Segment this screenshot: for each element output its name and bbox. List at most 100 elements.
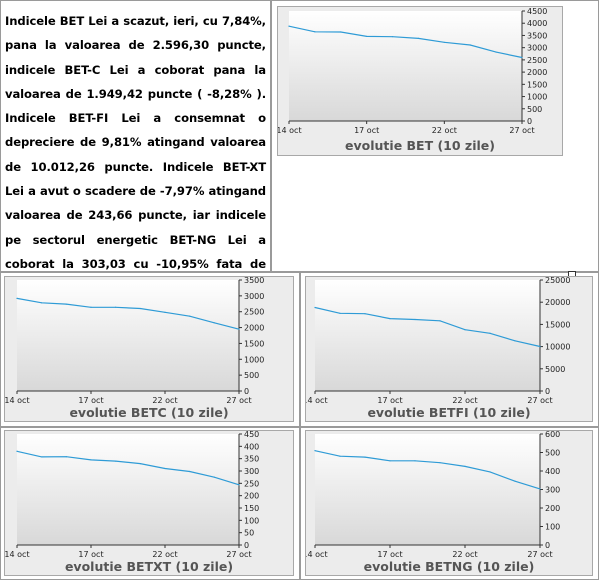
plot-area: [315, 280, 540, 391]
y-tick-label: 2500: [244, 308, 264, 317]
y-tick-label: 0: [545, 541, 550, 550]
y-tick-label: 3000: [244, 292, 264, 301]
y-tick-label: 600: [545, 431, 560, 439]
chart-betc-svg: 0 500 1000 1500 2000 2500 3000 3500 14 oct 17 oct…: [5, 277, 264, 405]
data-point: [213, 322, 215, 324]
x-tick-label: 17 oct: [377, 396, 402, 405]
data-point: [115, 460, 117, 462]
y-tick-label: 0: [545, 387, 550, 396]
chart-betfi: 0 5000 10000 15000 20000 25000 14 oct 17 oct 22 …: [305, 276, 593, 422]
data-point: [391, 36, 394, 38]
y-tick-label: 2500: [527, 56, 547, 65]
y-tick-label: 200: [545, 504, 560, 513]
chart-bet-svg: 0 500 1000 1500 2000 2500 3000 3500 4000 4500 14 o…: [278, 7, 547, 135]
data-point: [238, 328, 240, 330]
x-tick-label: 22 oct: [452, 550, 477, 559]
x-tick-label: 14 oct: [306, 550, 328, 559]
data-point: [417, 37, 420, 39]
x-tick-label: 14 oct: [5, 550, 30, 559]
series-line: [314, 306, 541, 348]
x-tick-label: 17 oct: [78, 396, 103, 405]
y-tick-label: 0: [527, 117, 532, 126]
data-point: [213, 476, 215, 478]
data-point: [90, 306, 92, 308]
x-tick-label: 22 oct: [152, 396, 177, 405]
y-tick-label: 100: [545, 523, 560, 532]
data-point: [189, 315, 191, 317]
data-point: [288, 25, 290, 27]
y-tick-label: 0: [244, 387, 249, 396]
y-tick-label: 15000: [545, 320, 570, 329]
data-point: [238, 484, 240, 486]
chart-betfi-title: evolutie BETFI (10 zile): [367, 405, 531, 420]
plot-area: [289, 11, 522, 121]
y-tick-label: 1500: [244, 339, 264, 348]
y-tick-label: 250: [244, 479, 259, 488]
data-point: [539, 488, 541, 490]
y-tick-label: 500: [545, 449, 560, 458]
data-point: [139, 463, 141, 465]
y-tick-label: 50: [244, 529, 254, 538]
data-point: [389, 318, 391, 320]
y-tick-label: 500: [244, 371, 259, 380]
data-point: [340, 31, 342, 33]
data-point: [389, 460, 391, 462]
x-tick-label: 17 oct: [354, 126, 379, 135]
plot-area: [17, 280, 239, 391]
x-tick-label: 14 oct: [306, 396, 328, 405]
y-tick-label: 300: [545, 486, 560, 495]
data-point: [464, 465, 466, 467]
y-tick-label: 350: [244, 455, 259, 464]
x-tick-label: 27 oct: [226, 550, 251, 559]
y-tick-label: 500: [527, 105, 542, 114]
y-tick-label: 100: [244, 516, 259, 525]
y-tick-label: 3000: [527, 44, 547, 53]
chart-betxt-svg: 0 50 100 150 200 250 300 350 400 450 14 oct 17 oct 2…: [5, 431, 259, 559]
data-point: [539, 345, 541, 348]
chart-betfi-svg: 0 5000 10000 15000 20000 25000 14 oct 17 oct 22 …: [306, 277, 570, 405]
x-tick-label: 27 oct: [226, 396, 251, 405]
data-point: [164, 467, 166, 470]
chart-bet: 0 500 1000 1500 2000 2500 3000 3500 4000 4500 14 o…: [277, 6, 563, 156]
x-tick-label: 27 oct: [527, 396, 552, 405]
data-point: [439, 462, 441, 464]
y-tick-label: 3500: [244, 277, 264, 285]
data-point: [414, 460, 416, 462]
x-tick-label: 14 oct: [5, 396, 30, 405]
data-point: [16, 297, 18, 299]
series-line: [16, 297, 240, 330]
data-point: [314, 450, 316, 452]
y-tick-label: 400: [244, 442, 259, 451]
data-point: [364, 313, 366, 315]
y-tick-label: 300: [244, 467, 259, 476]
data-point: [414, 318, 416, 321]
y-tick-label: 4500: [527, 7, 547, 16]
data-point: [339, 312, 341, 314]
data-point: [339, 455, 341, 457]
x-tick-label: 22 oct: [432, 126, 457, 135]
plot-area: [315, 434, 540, 545]
chart-betng-svg: 0 100 200 300 400 500 600 14 oct 17 oct 22 oct 27 …: [306, 431, 560, 559]
x-tick-label: 14 oct: [278, 126, 302, 135]
x-tick-label: 17 oct: [78, 550, 103, 559]
x-tick-label: 17 oct: [377, 550, 402, 559]
y-tick-label: 150: [244, 504, 259, 513]
chart-betc-title: evolutie BETC (10 zile): [69, 405, 229, 420]
data-point: [65, 456, 67, 458]
data-point: [366, 35, 368, 38]
data-point: [495, 51, 497, 53]
chart-betc: 0 500 1000 1500 2000 2500 3000 3500 14 oct 17 oct…: [4, 276, 294, 422]
data-point: [65, 303, 67, 305]
data-point: [16, 450, 18, 452]
y-tick-label: 25000: [545, 277, 570, 285]
y-tick-label: 0: [244, 541, 249, 550]
data-point: [514, 340, 516, 342]
y-tick-label: 1000: [527, 93, 547, 102]
y-tick-label: 5000: [545, 365, 565, 374]
y-tick-label: 2000: [527, 68, 547, 77]
y-tick-label: 1500: [527, 80, 547, 89]
y-tick-label: 4000: [527, 19, 547, 28]
data-point: [41, 456, 43, 458]
data-point: [439, 320, 441, 322]
chart-betng: 0 100 200 300 400 500 600 14 oct 17 oct 22 oct 27 …: [305, 430, 593, 576]
